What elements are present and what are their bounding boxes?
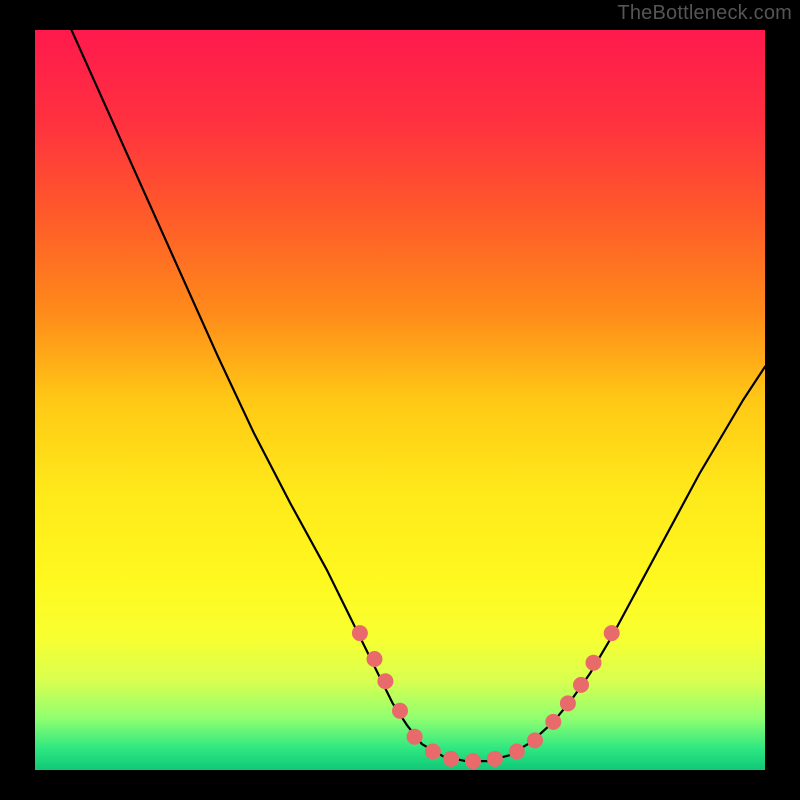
curve-marker xyxy=(352,625,368,641)
curve-marker xyxy=(425,744,441,760)
curve-marker xyxy=(545,714,561,730)
curve-marker xyxy=(527,732,543,748)
curve-marker xyxy=(604,625,620,641)
curve-marker xyxy=(586,655,602,671)
curve-marker xyxy=(377,673,393,689)
curve-marker xyxy=(509,744,525,760)
curve-marker xyxy=(487,751,503,767)
chart-stage: TheBottleneck.com xyxy=(0,0,800,800)
curve-marker xyxy=(560,695,576,711)
plot-background xyxy=(35,30,765,770)
bottleneck-chart xyxy=(0,0,800,800)
curve-marker xyxy=(367,651,383,667)
curve-marker xyxy=(392,703,408,719)
curve-marker xyxy=(573,677,589,693)
curve-marker xyxy=(443,751,459,767)
curve-marker xyxy=(465,753,481,769)
curve-marker xyxy=(407,729,423,745)
